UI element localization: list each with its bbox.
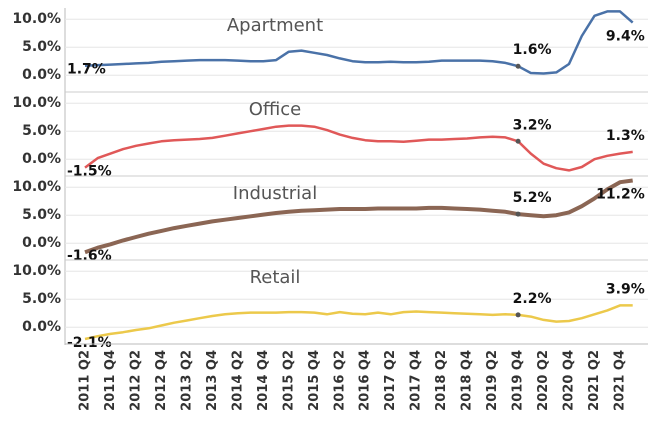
y-tick-label: 5.0% [22, 39, 61, 55]
value-label: 2.2% [513, 291, 552, 307]
y-tick-label: 0.0% [22, 151, 61, 167]
series-line [84, 10, 634, 75]
y-tick-label: 10.0% [12, 95, 61, 111]
x-tick-label: 2013 Q4 [205, 350, 220, 411]
value-label: -1.5% [67, 164, 112, 180]
x-tick-label: 2016 Q2 [332, 350, 347, 411]
x-tick-label: 2015 Q4 [307, 350, 322, 411]
x-tick-label: 2014 Q2 [230, 350, 245, 411]
x-tick-label: 2013 Q2 [179, 350, 194, 411]
y-tick-label: 5.0% [22, 291, 61, 307]
panel-title: Apartment [227, 15, 323, 36]
panel-title: Industrial [233, 183, 317, 204]
y-tick-label: 10.0% [12, 179, 61, 195]
value-label: -1.6% [67, 248, 112, 264]
value-label: 1.3% [606, 128, 645, 144]
value-label: -2.1% [67, 335, 112, 351]
panel-title: Retail [250, 267, 301, 288]
x-tick-label: 2021 Q2 [587, 350, 602, 411]
value-label: 11.2% [596, 186, 645, 202]
x-tick-label: 2012 Q2 [129, 350, 144, 411]
x-tick-label: 2011 Q2 [78, 350, 93, 411]
value-label: 9.4% [606, 29, 645, 45]
value-label: 1.6% [513, 42, 552, 58]
x-tick-label: 2017 Q4 [409, 350, 424, 411]
y-tick-label: 5.0% [22, 123, 61, 139]
x-tick-label: 2020 Q4 [562, 350, 577, 411]
x-tick-label: 2017 Q2 [383, 350, 398, 411]
x-tick-label: 2018 Q4 [460, 350, 475, 411]
marker [515, 138, 521, 144]
y-tick-label: 0.0% [22, 67, 61, 83]
series-line [84, 178, 633, 255]
x-tick-label: 2018 Q2 [434, 350, 449, 411]
series-line [84, 124, 633, 172]
marker [515, 211, 521, 217]
panel-title: Office [249, 99, 302, 120]
value-label: 1.7% [67, 62, 106, 78]
value-label: 5.2% [513, 190, 552, 206]
marker [515, 63, 521, 69]
y-tick-label: 0.0% [22, 235, 61, 251]
y-tick-label: 10.0% [12, 263, 61, 279]
x-tick-label: 2012 Q4 [154, 350, 169, 411]
x-tick-label: 2020 Q2 [536, 350, 551, 411]
y-tick-label: 10.0% [12, 11, 61, 27]
series-line [84, 304, 633, 341]
value-label: 3.2% [513, 117, 552, 133]
x-tick-label: 2019 Q4 [511, 350, 526, 411]
x-tick-label: 2011 Q4 [103, 350, 118, 411]
y-tick-label: 5.0% [22, 207, 61, 223]
value-label: 3.9% [606, 281, 645, 297]
x-tick-label: 2019 Q2 [485, 350, 500, 411]
x-tick-label: 2015 Q2 [281, 350, 296, 411]
x-tick-label: 2014 Q4 [256, 350, 271, 411]
marker [515, 312, 521, 318]
x-tick-label: 2021 Q4 [613, 350, 628, 411]
x-tick-label: 2016 Q4 [358, 350, 373, 411]
y-tick-label: 0.0% [22, 319, 61, 335]
